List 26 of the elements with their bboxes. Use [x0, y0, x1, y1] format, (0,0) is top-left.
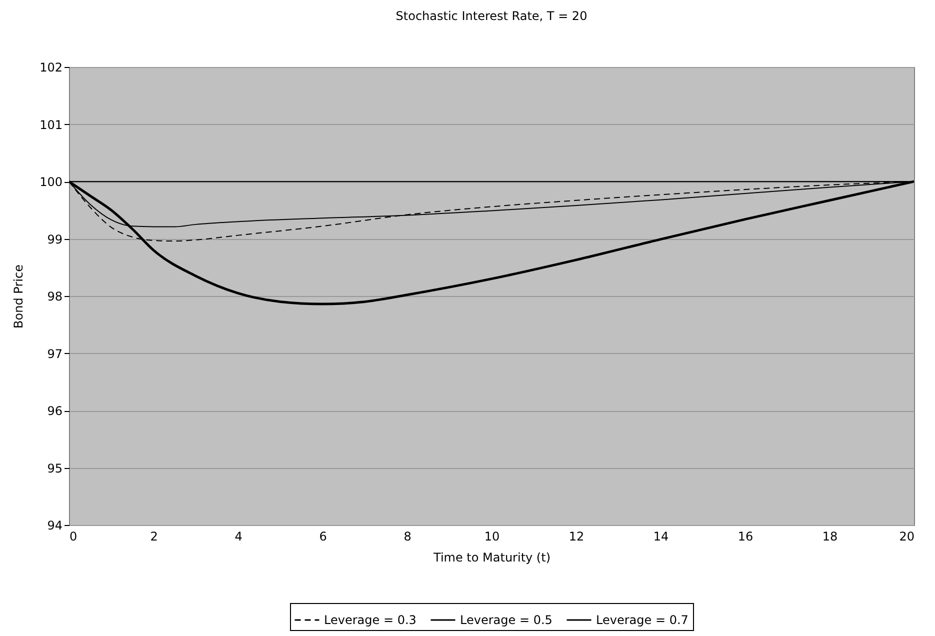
legend-label: Leverage = 0.5 [460, 613, 552, 627]
x-tick-label: 6 [319, 530, 327, 544]
y-tick-label: 94 [47, 518, 62, 532]
x-axis-title: Time to Maturity (t) [432, 550, 551, 564]
x-tick-label: 10 [484, 530, 500, 544]
x-tick-label: 4 [234, 530, 242, 544]
y-tick-label: 102 [40, 60, 62, 74]
x-tick-label: 20 [899, 530, 914, 544]
y-axis-title: Bond Price [12, 264, 26, 328]
x-tick-label: 8 [404, 530, 412, 544]
legend-label: Leverage = 0.3 [324, 613, 416, 627]
y-tick-label: 100 [40, 175, 62, 189]
x-tick-label: 18 [822, 530, 838, 544]
y-tick-label: 101 [40, 118, 62, 132]
legend-label: Leverage = 0.7 [596, 613, 688, 627]
y-tick-label: 98 [47, 290, 62, 304]
x-tick-label: 0 [70, 530, 78, 544]
y-tick-label: 95 [47, 461, 62, 476]
y-tick-label: 99 [47, 232, 62, 246]
y-tick-label: 96 [47, 404, 62, 418]
chart-title: Stochastic Interest Rate, T = 20 [396, 9, 588, 23]
y-tick-label: 97 [47, 346, 62, 361]
x-tick-label: 2 [150, 530, 158, 544]
x-tick-label: 12 [568, 530, 584, 544]
x-tick-label: 14 [653, 530, 669, 544]
x-tick-label: 16 [738, 530, 754, 544]
